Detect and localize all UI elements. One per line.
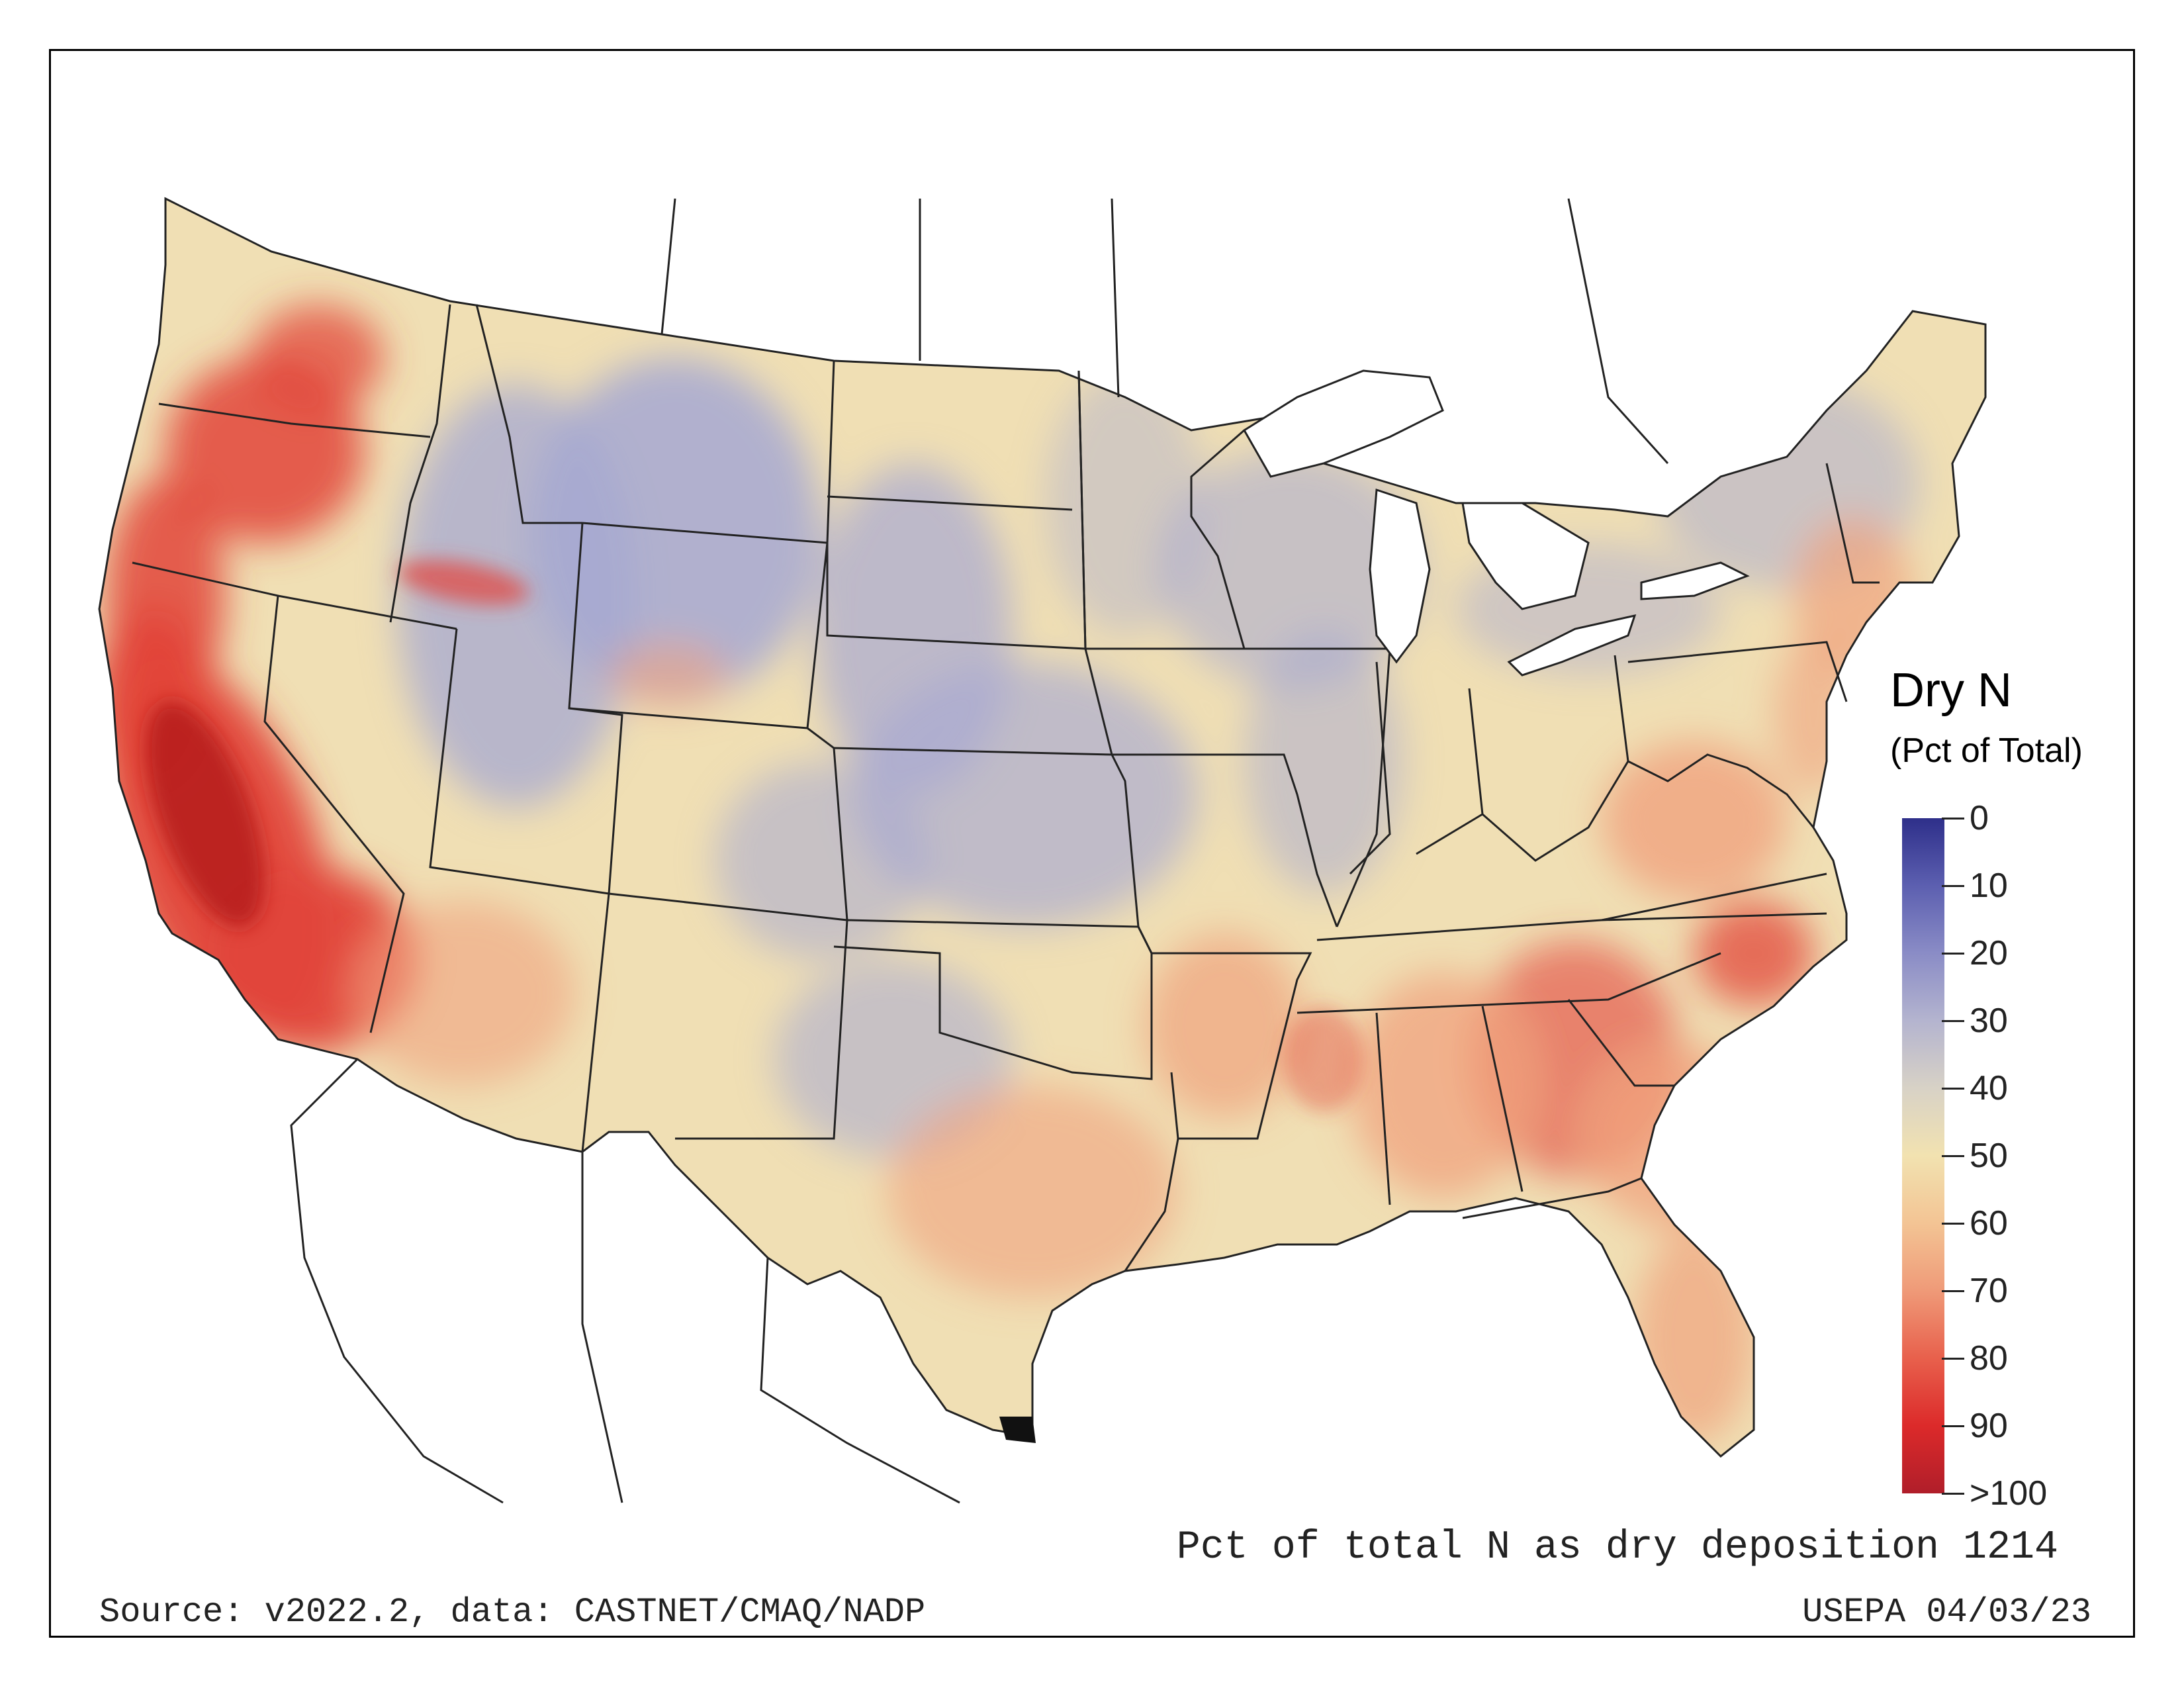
border-ms-al bbox=[1375, 1012, 1391, 1205]
map-frame bbox=[49, 49, 2135, 1638]
border-wv-va bbox=[1627, 753, 1815, 828]
border-ga-fl bbox=[1462, 1177, 1642, 1219]
color-zone bbox=[145, 701, 265, 927]
lake-ontario bbox=[1640, 561, 1750, 600]
legend-tick-label: 50 bbox=[1970, 1137, 2008, 1175]
border-ut-co bbox=[569, 707, 848, 921]
legend-tick-label: 70 bbox=[1970, 1272, 2008, 1310]
border-nd-sd bbox=[827, 495, 1073, 511]
legend-tick-mark bbox=[1942, 818, 1964, 820]
border-az-nm bbox=[581, 893, 610, 1152]
color-zone bbox=[251, 305, 384, 410]
border-ca-nv bbox=[263, 595, 405, 1033]
color-zone bbox=[398, 559, 529, 606]
border-va-nc bbox=[1601, 872, 1827, 921]
color-zone bbox=[1046, 371, 1205, 635]
border-ne-ks bbox=[833, 747, 1140, 928]
border-nm-tx bbox=[675, 919, 848, 1140]
color-zone bbox=[854, 662, 1198, 927]
color-zone bbox=[1635, 1231, 1754, 1443]
border-al-ga bbox=[1481, 1006, 1524, 1192]
legend-tick-mark bbox=[1942, 1088, 1964, 1090]
border-mx-1 bbox=[290, 1058, 504, 1504]
lake-huron bbox=[1461, 502, 1590, 610]
color-zone bbox=[1602, 741, 1787, 900]
color-zone bbox=[1350, 973, 1535, 1198]
legend-tick-label: 40 bbox=[1970, 1069, 2008, 1107]
border-la-ms bbox=[1124, 1138, 1179, 1272]
legend-tick-label: 60 bbox=[1970, 1204, 2008, 1243]
color-zones-detail bbox=[145, 559, 1363, 1112]
legend-tick-label: 80 bbox=[1970, 1339, 2008, 1378]
border-mo-ar bbox=[1137, 926, 1312, 1140]
border-il-in bbox=[1349, 661, 1391, 875]
legend-tick-label: 10 bbox=[1970, 867, 2008, 905]
color-zone bbox=[1158, 450, 1423, 688]
color-zone bbox=[351, 900, 576, 1086]
border-ga-sc bbox=[1567, 999, 1674, 1087]
border-ny-ne bbox=[1825, 463, 1880, 584]
us-outline bbox=[98, 197, 1987, 1458]
color-zone bbox=[1774, 635, 1853, 794]
border-oh-pa bbox=[1482, 655, 1629, 862]
map-caption-title: Pct of total N as dry deposition 1214 bbox=[1176, 1525, 2058, 1570]
source-label: Source: v2022.2, data: CASTNET/CMAQ/NADP bbox=[99, 1593, 926, 1632]
border-canada-3 bbox=[1111, 198, 1120, 398]
legend-tick-mark bbox=[1942, 1290, 1964, 1292]
texas-coast-dark-spot bbox=[999, 1417, 1036, 1443]
legend-tick-label: 30 bbox=[1970, 1002, 2008, 1040]
legend-tick-mark bbox=[1942, 1358, 1964, 1360]
lake-michigan bbox=[1369, 488, 1431, 664]
legend-tick-mark bbox=[1942, 1020, 1964, 1022]
legend-tick-mark bbox=[1942, 1493, 1964, 1495]
agency-date-label: USEPA 04/03/23 bbox=[1802, 1593, 2091, 1632]
border-pa-ny bbox=[1627, 641, 1848, 702]
border-mt-wy bbox=[582, 522, 828, 544]
color-zone bbox=[1582, 1046, 1780, 1231]
border-mx-3 bbox=[760, 1257, 960, 1504]
legend-tick-label: 0 bbox=[1970, 799, 1989, 837]
legend-title: Dry N bbox=[1890, 664, 2012, 717]
color-zone bbox=[1145, 933, 1304, 1119]
legend-tick-label: 90 bbox=[1970, 1407, 2008, 1445]
color-zone bbox=[609, 642, 728, 708]
color-zone bbox=[887, 1086, 1178, 1297]
color-zone bbox=[715, 761, 927, 960]
lake-superior bbox=[1242, 369, 1444, 478]
border-canada-1 bbox=[660, 198, 676, 335]
border-nv-ut bbox=[429, 628, 610, 895]
legend-tick-mark bbox=[1942, 1425, 1964, 1427]
border-ia-mo bbox=[1084, 648, 1338, 927]
legend-subtitle: (Pct of Total) bbox=[1890, 731, 2083, 770]
border-mx-2 bbox=[581, 1152, 623, 1503]
border-wa-or bbox=[158, 402, 431, 438]
border-id-mt bbox=[475, 304, 582, 524]
color-zone bbox=[1694, 900, 1813, 1006]
legend-tick-mark bbox=[1942, 1223, 1964, 1225]
legend-colorbar bbox=[1902, 818, 1944, 1493]
legend-tick-label: 20 bbox=[1970, 934, 2008, 972]
legend-tick-mark bbox=[1942, 953, 1964, 955]
border-wy bbox=[568, 522, 829, 729]
map-field bbox=[99, 199, 1985, 1456]
border-tn-south bbox=[1297, 952, 1721, 1014]
great-lakes bbox=[1242, 369, 1750, 677]
border-canada-4 bbox=[1567, 198, 1669, 465]
lake-erie bbox=[1507, 614, 1637, 677]
color-zone bbox=[1244, 629, 1403, 894]
legend-tick-mark bbox=[1942, 1155, 1964, 1157]
color-zone bbox=[1284, 1006, 1363, 1112]
state-borders bbox=[98, 197, 1987, 1504]
legend-tick-label: >100 bbox=[1970, 1474, 2048, 1513]
border-idaho-west bbox=[389, 304, 451, 623]
legend-tick-mark bbox=[1942, 885, 1964, 887]
